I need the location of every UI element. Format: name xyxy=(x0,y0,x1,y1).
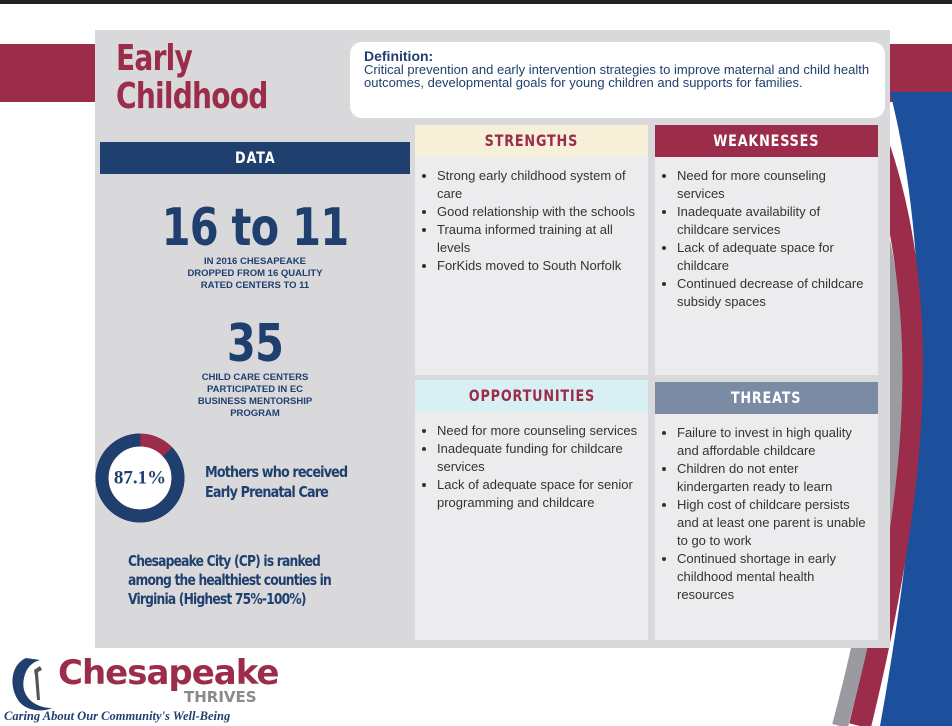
stat-value: 16 to 11 xyxy=(131,200,379,256)
logo: Chesapeake THRIVES Caring About Our Comm… xyxy=(4,650,304,726)
threats-item: Continued shortage in early childhood me… xyxy=(677,550,870,604)
strengths-header-text: STRENGTHS xyxy=(485,125,578,157)
definition-box: Definition: Critical prevention and earl… xyxy=(350,42,885,118)
definition-text: Critical prevention and early interventi… xyxy=(364,63,871,89)
strengths-item: Strong early childhood system of care xyxy=(437,167,640,203)
strengths-item: Trauma informed training at all levels xyxy=(437,221,640,257)
threats-header: THREATS xyxy=(655,382,878,414)
opportunities-header-text: OPPORTUNITIES xyxy=(468,380,594,412)
weaknesses-header-text: WEAKNESSES xyxy=(714,125,820,157)
opportunities-header: OPPORTUNITIES xyxy=(415,380,648,412)
logo-tagline: Caring About Our Community's Well-Being xyxy=(4,709,230,723)
opportunities-item: Need for more counseling services xyxy=(437,422,640,440)
stat-caption: IN 2016 CHESAPEAKE DROPPED FROM 16 QUALI… xyxy=(180,256,330,292)
logo-bird xyxy=(34,666,42,700)
threats-header-text: THREATS xyxy=(731,382,802,414)
strengths-header: STRENGTHS xyxy=(415,125,648,157)
weaknesses-header: WEAKNESSES xyxy=(655,125,878,157)
logo-sub: THRIVES xyxy=(184,688,257,706)
weaknesses-item: Need for more counseling services xyxy=(677,167,870,203)
opportunities-list: Need for more counseling servicesInadequ… xyxy=(423,422,640,512)
logo-swoosh xyxy=(12,658,52,710)
top-border xyxy=(0,0,952,4)
weaknesses-item: Continued decrease of childcare subsidy … xyxy=(677,275,870,311)
weaknesses-body: Need for more counseling servicesInadequ… xyxy=(655,157,878,375)
threats-item: Failure to invest in high quality and af… xyxy=(677,424,870,460)
strengths-item: Good relationship with the schools xyxy=(437,203,640,221)
threats-body: Failure to invest in high quality and af… xyxy=(655,414,878,640)
title: Early Childhood xyxy=(116,40,272,116)
slide: { "title": "Early Childhood", "definitio… xyxy=(0,0,952,726)
strengths-body: Strong early childhood system of careGoo… xyxy=(415,157,648,375)
weaknesses-item: Inadequate availability of childcare ser… xyxy=(677,203,870,239)
stat-caption: CHILD CARE CENTERS PARTICIPATED IN EC BU… xyxy=(195,372,315,420)
note: Chesapeake City (CP) is ranked among the… xyxy=(128,552,366,609)
logo-name: Chesapeake xyxy=(58,653,279,693)
data-header-text: DATA xyxy=(235,142,275,174)
weaknesses-item: Lack of adequate space for childcare xyxy=(677,239,870,275)
opportunities-body: Need for more counseling servicesInadequ… xyxy=(415,412,648,640)
threats-list: Failure to invest in high quality and af… xyxy=(663,424,870,604)
strengths-item: ForKids moved to South Norfolk xyxy=(437,257,640,275)
stat: 35 CHILD CARE CENTERS PARTICIPATED IN EC… xyxy=(100,316,410,420)
weaknesses-list: Need for more counseling servicesInadequ… xyxy=(663,167,870,311)
threats-item: High cost of childcare persists and at l… xyxy=(677,496,870,550)
stat: 16 to 11 IN 2016 CHESAPEAKE DROPPED FROM… xyxy=(100,200,410,292)
opportunities-item: Inadequate funding for childcare service… xyxy=(437,440,640,476)
opportunities-item: Lack of adequate space for senior progra… xyxy=(437,476,640,512)
donut-caption: Mothers who received Early Prenatal Care xyxy=(205,462,375,502)
strengths-list: Strong early childhood system of careGoo… xyxy=(423,167,640,275)
donut-label: 87.1% xyxy=(114,467,166,488)
data-header: DATA xyxy=(100,142,410,174)
donut: 87.1% xyxy=(90,428,190,528)
stat-value: 35 xyxy=(131,316,379,372)
threats-item: Children do not enter kindergarten ready… xyxy=(677,460,870,496)
